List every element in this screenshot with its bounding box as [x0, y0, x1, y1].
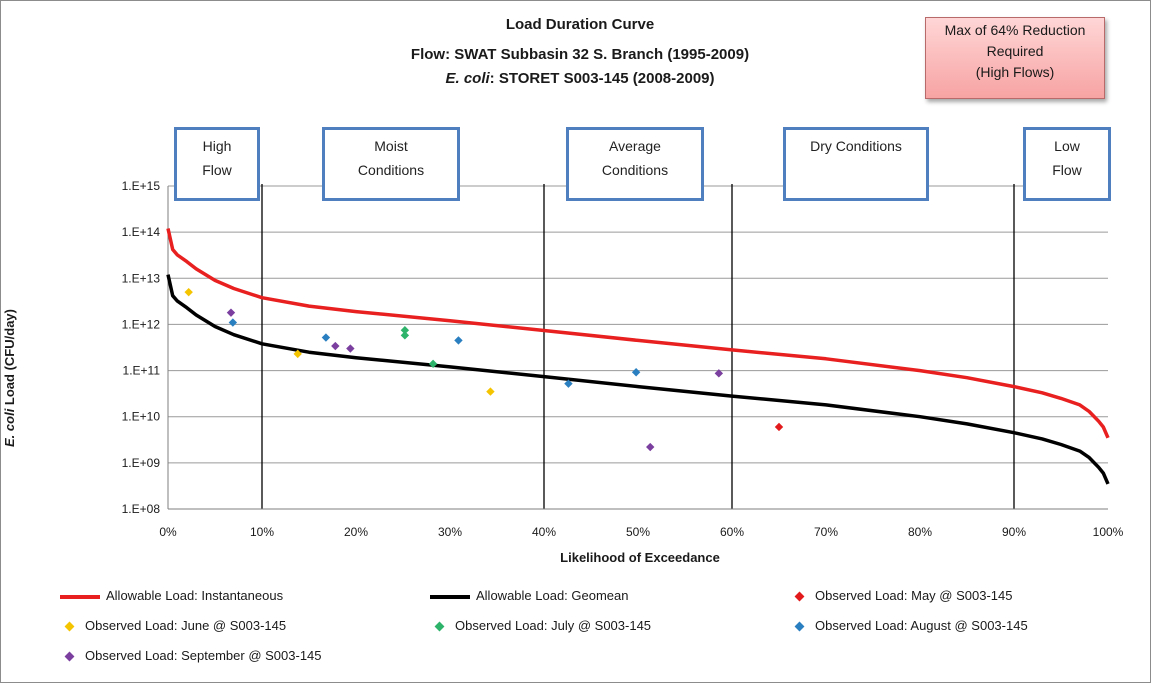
observed-point	[228, 318, 238, 327]
observed-point	[486, 387, 495, 396]
y-tick-label: 1.E+12	[122, 317, 161, 331]
legend-item-may: Observed Load: May @ S003-145	[790, 586, 1012, 606]
x-tick-label: 0%	[159, 525, 177, 539]
moist-line-2: Conditions	[357, 162, 425, 178]
y-tick-label: 1.E+13	[122, 271, 161, 285]
average-line-2: Conditions	[601, 162, 669, 178]
x-tick-label: 50%	[626, 525, 650, 539]
legend-swatch-geomean	[430, 594, 470, 599]
observed-point	[331, 341, 340, 351]
observed-point	[714, 369, 724, 378]
legend-label-geomean: Allowable Load: Geomean	[476, 588, 629, 603]
subtitle-rest-part: : STORET S003-145 (2008-2009)	[489, 70, 715, 87]
observed-point	[774, 422, 784, 432]
legend-label-july: Observed Load: July @ S003-145	[455, 618, 652, 633]
region-dividers	[261, 184, 1015, 509]
series-line-geomean	[166, 274, 1110, 485]
legend-item-july: Observed Load: July @ S003-145	[430, 616, 651, 636]
y-tick-label: 1.E+14	[122, 225, 161, 239]
observed-point	[631, 368, 641, 377]
callout-line-2: Required	[986, 43, 1044, 59]
y-tick-label: 1.E+15	[122, 179, 161, 193]
series-lines	[166, 228, 1110, 485]
legend: Allowable Load: Instantaneous Allowable …	[60, 586, 1120, 676]
x-tick-label: 60%	[720, 525, 744, 539]
region-label-low-flow: Low Flow	[1023, 127, 1111, 201]
x-tick-label: 20%	[344, 525, 368, 539]
x-tick-label: 10%	[250, 525, 274, 539]
legend-item-september: Observed Load: September @ S003-145	[60, 646, 322, 666]
x-tick-label: 100%	[1093, 525, 1124, 539]
high-flow-line-1: High	[202, 138, 232, 154]
reduction-callout: Max of 64% Reduction Required (High Flow…	[925, 17, 1105, 99]
legend-label-june: Observed Load: June @ S003-145	[85, 618, 287, 633]
legend-swatch-instantaneous	[60, 594, 100, 599]
callout-line-3: (High Flows)	[975, 64, 1055, 80]
x-tick-label: 90%	[1002, 525, 1026, 539]
legend-label-august: Observed Load: August @ S003-145	[815, 618, 1028, 633]
legend-label-september: Observed Load: September @ S003-145	[85, 648, 322, 663]
callout-line-1: Max of 64% Reduction	[944, 22, 1086, 38]
region-label-dry-conditions: Dry Conditions	[783, 127, 929, 201]
chart-subtitle-flow: Flow: SWAT Subbasin 32 S. Branch (1995-2…	[410, 46, 750, 63]
observed-point	[564, 379, 573, 388]
region-label-moist-conditions: Moist Conditions	[322, 127, 460, 201]
legend-swatch-september	[64, 651, 75, 662]
observed-point	[428, 359, 438, 369]
axes	[167, 186, 1108, 510]
observed-point	[293, 349, 302, 359]
high-flow-line-2: Flow	[202, 162, 232, 178]
ylabel-rest-part: Load (CFU/day)	[2, 309, 17, 409]
observed-point	[454, 336, 463, 345]
observed-point	[321, 333, 331, 342]
chart-title: Load Duration Curve	[505, 16, 655, 33]
low-flow-line-1: Low	[1054, 138, 1080, 154]
legend-swatch-june	[64, 621, 75, 632]
legend-swatch-august	[794, 621, 805, 632]
gridlines	[168, 185, 1108, 510]
series-points	[184, 287, 784, 452]
legend-label-instantaneous: Allowable Load: Instantaneous	[106, 588, 284, 603]
observed-point	[646, 442, 655, 452]
y-tick-label: 1.E+08	[122, 502, 161, 516]
y-tick-labels: 1.E+08 1.E+09 1.E+10 1.E+11 1.E+12 1.E+13 1.E+…	[122, 179, 161, 516]
observed-point	[184, 287, 193, 297]
legend-label-may: Observed Load: May @ S003-145	[815, 588, 1013, 603]
legend-item-august: Observed Load: August @ S003-145	[790, 616, 1028, 636]
x-tick-label: 30%	[438, 525, 462, 539]
subtitle-italic-part: E. coli	[445, 70, 490, 87]
x-tick-label: 70%	[814, 525, 838, 539]
x-tick-labels: 0% 10% 20% 30% 40% 50% 60% 70% 80% 90% 100%	[159, 525, 1123, 539]
x-tick-label: 40%	[532, 525, 556, 539]
ylabel-italic-part: E. coli	[2, 408, 17, 447]
observed-point	[400, 325, 410, 335]
region-label-high-flow: High Flow	[174, 127, 260, 201]
series-line-instantaneous	[166, 228, 1110, 439]
x-axis-label: Likelihood of Exceedance	[560, 550, 720, 565]
region-label-average-conditions: Average Conditions	[566, 127, 704, 201]
legend-swatch-july	[434, 621, 445, 632]
moist-line-1: Moist	[374, 138, 408, 154]
observed-point	[400, 331, 410, 340]
legend-item-june: Observed Load: June @ S003-145	[60, 616, 286, 636]
y-tick-label: 1.E+09	[122, 456, 161, 470]
legend-item-geomean: Allowable Load: Geomean	[430, 586, 629, 606]
y-tick-label: 1.E+10	[122, 410, 161, 424]
y-axis-label: E. coli Load (CFU/day)	[2, 253, 22, 503]
low-flow-line-2: Flow	[1052, 162, 1082, 178]
observed-point	[346, 344, 355, 353]
observed-point	[226, 308, 236, 317]
chart-subtitle-ecoli: E. coli: STORET S003-145 (2008-2009)	[300, 68, 860, 90]
legend-item-instantaneous: Allowable Load: Instantaneous	[60, 586, 283, 606]
y-tick-label: 1.E+11	[123, 364, 161, 378]
average-line-1: Average	[609, 138, 661, 154]
dry-line-1: Dry Conditions	[810, 138, 902, 154]
legend-swatch-may	[794, 591, 805, 602]
x-tick-label: 80%	[908, 525, 932, 539]
